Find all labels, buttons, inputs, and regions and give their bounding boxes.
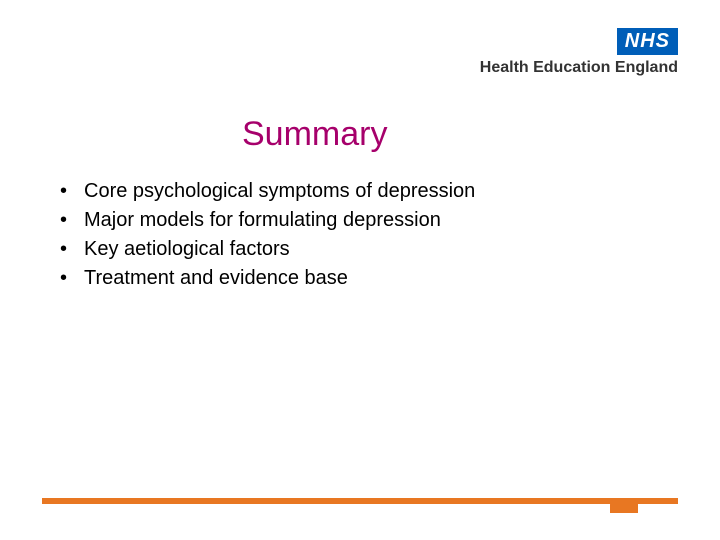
bullet-text: Key aetiological factors	[84, 238, 290, 261]
footer-notch	[610, 499, 638, 513]
bullet-text: Core psychological symptoms of depressio…	[84, 180, 475, 203]
logo-area: NHS Health Education England	[480, 28, 678, 77]
hee-subtitle: Health Education England	[480, 59, 678, 77]
list-item: • Major models for formulating depressio…	[60, 209, 475, 232]
bullet-text: Treatment and evidence base	[84, 267, 348, 290]
bullet-text: Major models for formulating depression	[84, 209, 441, 232]
bullet-icon: •	[60, 267, 84, 290]
nhs-logo: NHS	[617, 28, 678, 55]
list-item: • Treatment and evidence base	[60, 267, 475, 290]
bullet-icon: •	[60, 209, 84, 232]
list-item: • Core psychological symptoms of depress…	[60, 180, 475, 203]
bullet-icon: •	[60, 180, 84, 203]
list-item: • Key aetiological factors	[60, 238, 475, 261]
bullet-list: • Core psychological symptoms of depress…	[60, 180, 475, 296]
page-title: Summary	[242, 115, 387, 154]
footer-divider	[42, 498, 678, 504]
bullet-icon: •	[60, 238, 84, 261]
